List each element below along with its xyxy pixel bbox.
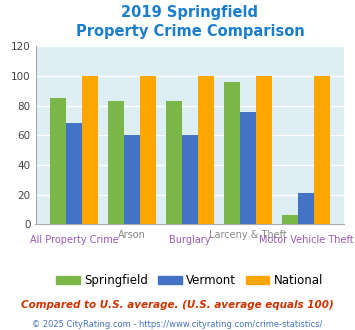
Bar bbox=[240, 112, 256, 224]
Text: Arson: Arson bbox=[118, 230, 146, 240]
Bar bbox=[282, 215, 298, 224]
Bar bbox=[82, 76, 98, 224]
Text: All Property Crime: All Property Crime bbox=[29, 235, 118, 245]
Text: Compared to U.S. average. (U.S. average equals 100): Compared to U.S. average. (U.S. average … bbox=[21, 300, 334, 310]
Bar bbox=[298, 193, 314, 224]
Bar bbox=[124, 135, 140, 224]
Text: Burglary: Burglary bbox=[169, 235, 211, 245]
Bar bbox=[198, 76, 214, 224]
Text: © 2025 CityRating.com - https://www.cityrating.com/crime-statistics/: © 2025 CityRating.com - https://www.city… bbox=[32, 319, 323, 329]
Bar bbox=[165, 101, 182, 224]
Title: 2019 Springfield
Property Crime Comparison: 2019 Springfield Property Crime Comparis… bbox=[76, 5, 304, 40]
Bar bbox=[108, 101, 124, 224]
Bar bbox=[50, 98, 66, 224]
Bar bbox=[256, 76, 272, 224]
Text: Larceny & Theft: Larceny & Theft bbox=[209, 230, 287, 240]
Bar bbox=[224, 82, 240, 224]
Bar bbox=[140, 76, 156, 224]
Bar bbox=[66, 123, 82, 224]
Bar bbox=[182, 135, 198, 224]
Bar bbox=[314, 76, 330, 224]
Text: Motor Vehicle Theft: Motor Vehicle Theft bbox=[259, 235, 353, 245]
Legend: Springfield, Vermont, National: Springfield, Vermont, National bbox=[51, 270, 328, 292]
